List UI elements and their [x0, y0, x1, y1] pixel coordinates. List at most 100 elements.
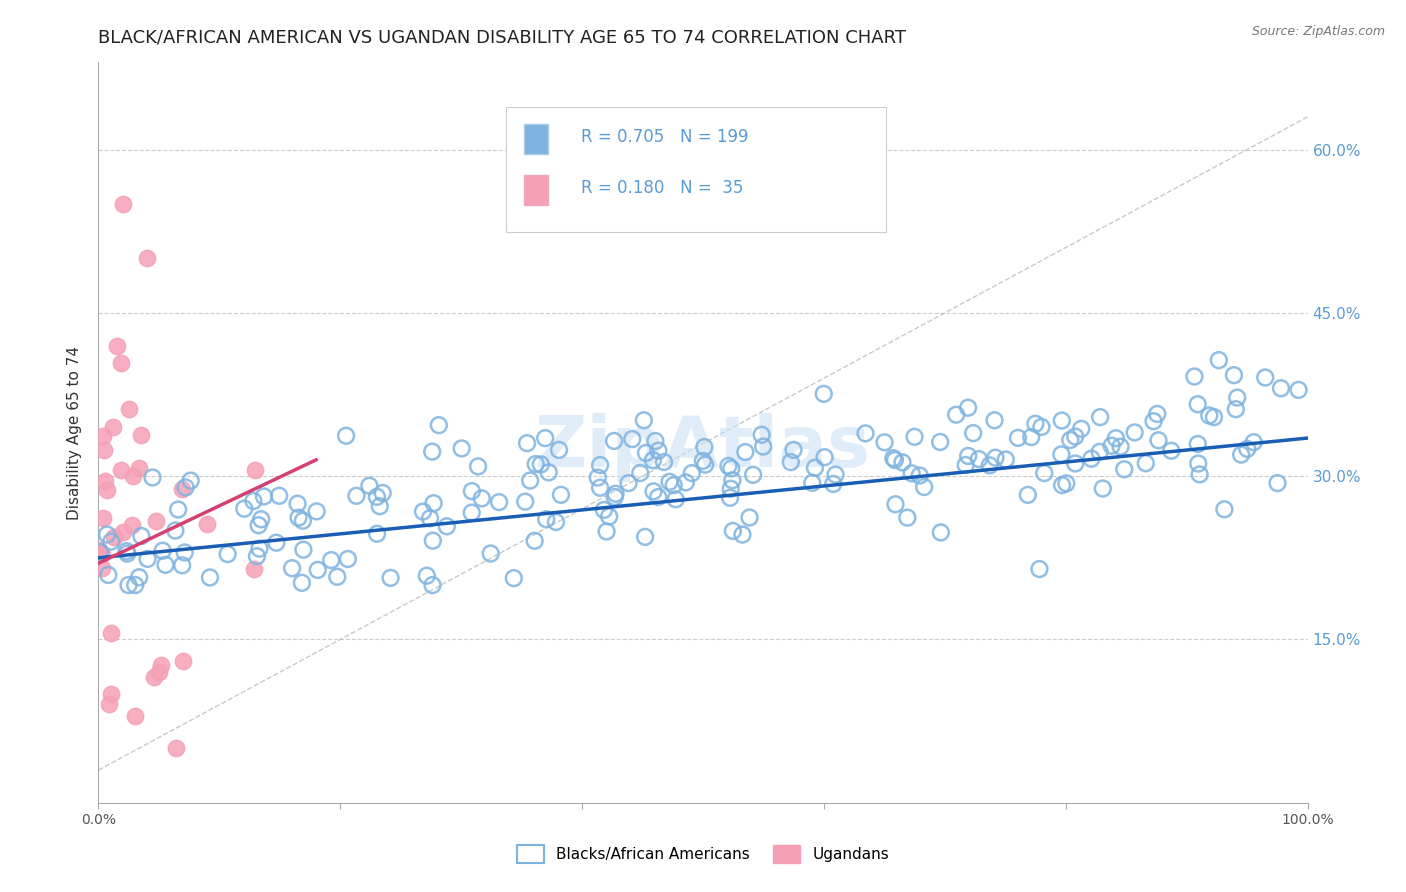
Point — [681, 466, 703, 480]
Point — [603, 490, 626, 504]
Point — [115, 544, 138, 558]
Point — [652, 455, 675, 469]
Point — [537, 466, 560, 480]
Point — [1054, 476, 1077, 491]
Point — [419, 511, 441, 525]
Point — [718, 491, 741, 505]
Point — [1147, 434, 1170, 448]
Point — [253, 490, 276, 504]
Point — [366, 490, 388, 504]
Point — [148, 665, 170, 680]
Point — [804, 460, 827, 475]
Point — [96, 527, 118, 541]
Point — [544, 515, 567, 529]
Point — [896, 510, 918, 524]
Point — [548, 442, 571, 457]
Point — [957, 401, 980, 415]
Point — [882, 451, 904, 466]
Point — [692, 454, 714, 468]
Legend: Blacks/African Americans, Ugandans: Blacks/African Americans, Ugandans — [510, 839, 896, 869]
Point — [335, 428, 357, 442]
Point — [742, 467, 765, 482]
Point — [752, 440, 775, 454]
Point — [641, 453, 664, 467]
Point — [634, 446, 657, 460]
Point — [1236, 442, 1258, 456]
Point — [131, 529, 153, 543]
Point — [813, 387, 835, 401]
Point — [1267, 476, 1289, 491]
Point — [586, 470, 609, 484]
Point — [751, 427, 773, 442]
Point — [380, 571, 402, 585]
Point — [873, 435, 896, 450]
Point — [436, 519, 458, 533]
Point — [243, 562, 266, 576]
Point — [984, 450, 1007, 465]
Y-axis label: Disability Age 65 to 74: Disability Age 65 to 74 — [67, 345, 83, 520]
Text: ZipAtlas: ZipAtlas — [536, 413, 870, 482]
Point — [100, 626, 122, 640]
Point — [1288, 383, 1310, 397]
Point — [100, 534, 122, 549]
Point — [249, 541, 271, 556]
Point — [100, 687, 122, 701]
Point — [359, 479, 381, 493]
Point — [165, 524, 187, 538]
Text: R = 0.180   N =  35: R = 0.180 N = 35 — [581, 179, 742, 197]
Point — [1198, 409, 1220, 423]
Point — [731, 527, 754, 541]
Point — [983, 413, 1005, 427]
Point — [662, 478, 685, 492]
Point — [124, 708, 146, 723]
Point — [121, 517, 143, 532]
Point — [371, 486, 394, 500]
Point — [336, 552, 359, 566]
Point — [305, 504, 328, 518]
Point — [884, 497, 907, 511]
Point — [1188, 467, 1211, 482]
Point — [89, 545, 111, 559]
Point — [1028, 562, 1050, 576]
Point — [247, 518, 270, 533]
Point — [1135, 456, 1157, 470]
Point — [1243, 435, 1265, 450]
Point — [269, 489, 291, 503]
Point — [603, 434, 626, 448]
Point — [994, 452, 1017, 467]
Point — [117, 578, 139, 592]
Point — [366, 526, 388, 541]
Point — [628, 466, 651, 480]
Point — [912, 480, 935, 494]
Point — [461, 484, 484, 499]
Point — [1187, 397, 1209, 411]
Point — [1270, 381, 1292, 395]
Point — [1007, 431, 1029, 445]
Point — [1017, 488, 1039, 502]
Point — [101, 419, 124, 434]
Point — [281, 561, 304, 575]
Point — [1123, 425, 1146, 440]
Point — [813, 450, 835, 465]
Text: Source: ZipAtlas.com: Source: ZipAtlas.com — [1251, 25, 1385, 38]
Point — [242, 494, 264, 508]
Point — [647, 443, 669, 458]
Point — [633, 413, 655, 427]
Point — [1184, 369, 1206, 384]
Point — [111, 525, 134, 540]
Point — [1254, 370, 1277, 384]
Point — [593, 503, 616, 517]
Point — [180, 474, 202, 488]
Point — [644, 434, 666, 448]
Point — [1064, 429, 1087, 443]
Point — [461, 506, 484, 520]
Point — [550, 488, 572, 502]
Point — [326, 570, 349, 584]
Point — [471, 491, 494, 506]
Point — [534, 431, 557, 445]
Point — [170, 482, 193, 496]
Point — [110, 463, 132, 477]
Point — [1213, 502, 1236, 516]
Point — [782, 442, 804, 457]
Point — [900, 467, 922, 481]
